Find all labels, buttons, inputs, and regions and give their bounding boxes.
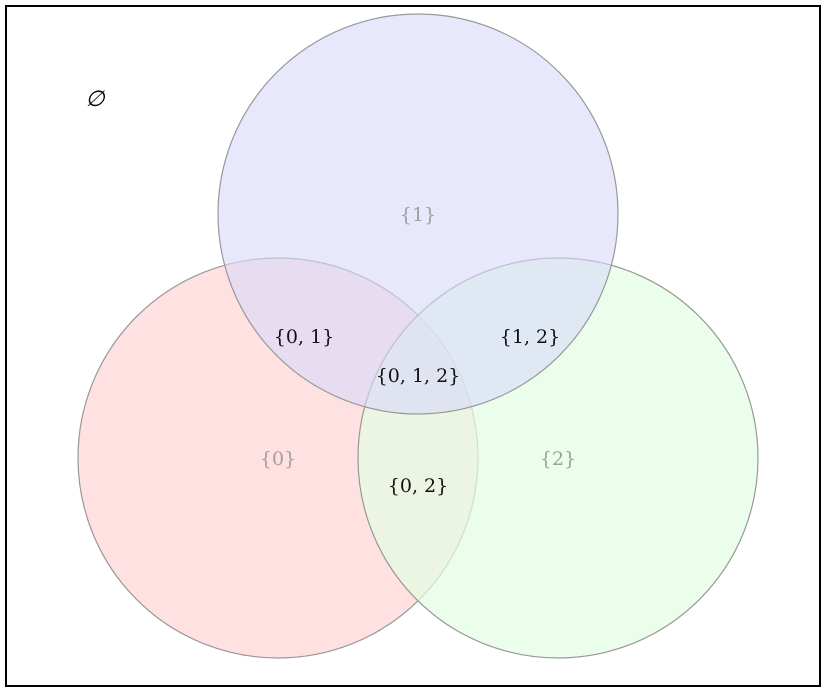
set-1-circle (217, 13, 619, 415)
set-1-label: {1} (400, 204, 436, 226)
set-0-label: {0} (260, 448, 296, 470)
intersection-1-2-label: {1, 2} (500, 326, 560, 348)
intersection-0-2-label: {0, 2} (388, 475, 448, 497)
intersection-0-1-2-label: {0, 1, 2} (376, 365, 461, 387)
set-2-label: {2} (540, 448, 576, 470)
empty-set-label: ∅ (85, 87, 105, 112)
intersection-0-1-label: {0, 1} (274, 326, 334, 348)
